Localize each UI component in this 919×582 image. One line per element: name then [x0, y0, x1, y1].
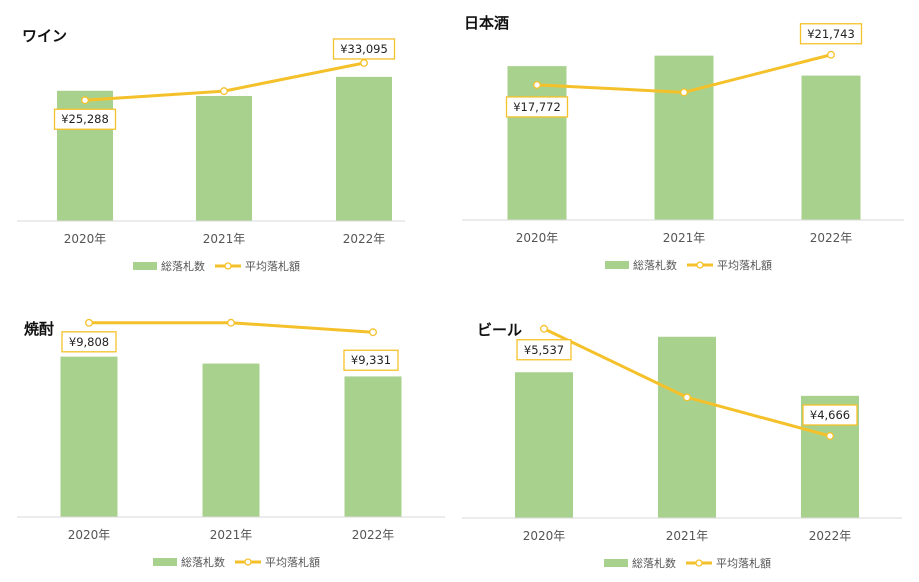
- legend-bar-label: 総落札数: [161, 259, 205, 273]
- legend-line-marker: [224, 262, 232, 270]
- x-tick-label: 2020年: [516, 231, 559, 245]
- line-point: [533, 80, 541, 89]
- beer-chart: ビール 2020年 2021年 2022年 ¥5,537 ¥4,666 総落札数 平均落札額: [462, 321, 902, 570]
- bar-2: [658, 336, 716, 518]
- data-label: ¥21,743: [807, 27, 855, 41]
- x-tick-label: 2020年: [68, 528, 111, 542]
- x-tick-label: 2022年: [343, 232, 386, 246]
- bar-3: [801, 75, 861, 220]
- line-point: [227, 318, 235, 327]
- sake-chart: 日本酒 2020年 2021年 2022年 ¥17,772 ¥21,743 総落札数 平均落札…: [462, 14, 904, 272]
- shochu-chart: 焼酎 2020年 2021年 2022年 ¥9,808 ¥9,331 総落札数 平均落札額: [17, 318, 445, 569]
- bar-3: [336, 76, 392, 221]
- chart-panel-shochu: 焼酎 2020年 2021年 2022年 ¥9,808 ¥9,331 総落札数 平均落札額: [0, 291, 460, 582]
- data-label-box: [516, 339, 572, 361]
- legend-bar-label: 総落札数: [181, 555, 225, 569]
- chart-title: 日本酒: [464, 14, 509, 32]
- x-tick-label: 2021年: [203, 232, 246, 246]
- bar-1: [515, 372, 573, 518]
- chart-title: ビール: [477, 321, 522, 339]
- data-label: ¥17,772: [513, 100, 561, 114]
- bar-1: [60, 356, 118, 517]
- data-label: ¥9,808: [69, 335, 109, 349]
- legend-bar-swatch: [605, 261, 629, 269]
- bar-1: [507, 66, 567, 220]
- legend-line-label: 平均落札額: [265, 556, 320, 569]
- legend-bar-label: 総落札数: [633, 258, 677, 272]
- legend-line-marker: [244, 558, 252, 566]
- x-tick-label: 2021年: [666, 529, 709, 543]
- legend-bar-swatch: [153, 558, 177, 566]
- line-point: [680, 88, 688, 97]
- x-tick-label: 2021年: [210, 528, 253, 542]
- legend-bar-swatch: [133, 262, 157, 270]
- line-point: [369, 328, 377, 337]
- data-label: ¥9,331: [351, 353, 391, 367]
- legend-line-marker: [696, 261, 704, 269]
- bar-3: [344, 376, 402, 517]
- chart-panel-beer: ビール 2020年 2021年 2022年 ¥5,537 ¥4,666 総落札数 平均落札額: [459, 291, 919, 582]
- line-point: [683, 393, 691, 402]
- line-point: [85, 318, 93, 327]
- data-label: ¥33,095: [340, 42, 388, 56]
- bar-2: [654, 55, 714, 221]
- wine-chart: ワイン 2020年 2021年 2022年 ¥25,288 ¥33,095 総落札数 平均落札…: [17, 27, 405, 273]
- x-tick-label: 2020年: [64, 232, 107, 246]
- data-label: ¥5,537: [524, 343, 564, 357]
- x-tick-label: 2022年: [809, 529, 852, 543]
- chart-title: ワイン: [22, 27, 67, 45]
- data-label-box: [332, 38, 396, 60]
- x-tick-label: 2022年: [810, 231, 853, 245]
- line-point: [81, 96, 89, 105]
- legend-bar-label: 総落札数: [632, 556, 676, 570]
- bar-2: [202, 363, 260, 517]
- chart-title: 焼酎: [24, 320, 54, 338]
- legend-line-label: 平均落札額: [716, 557, 771, 570]
- bar-2: [196, 95, 252, 221]
- data-label-box: [61, 331, 117, 353]
- data-label: ¥25,288: [61, 112, 109, 126]
- line-point: [826, 432, 834, 440]
- line-point: [360, 59, 368, 67]
- data-label: ¥4,666: [810, 408, 850, 422]
- chart-panel-wine: ワイン 2020年 2021年 2022年 ¥25,288 ¥33,095 総落札数 平均落札…: [0, 0, 460, 291]
- legend-line-marker: [695, 559, 703, 567]
- legend-line-label: 平均落札額: [717, 259, 772, 272]
- data-label-box: [53, 108, 117, 130]
- data-label-box: [802, 404, 858, 426]
- line-point: [827, 50, 835, 59]
- legend-line-label: 平均落札額: [245, 260, 300, 273]
- data-label-box: [799, 23, 863, 45]
- x-tick-label: 2022年: [352, 528, 395, 542]
- line-point: [540, 324, 548, 333]
- x-tick-label: 2021年: [663, 231, 706, 245]
- data-label-box: [343, 349, 399, 371]
- x-tick-label: 2020年: [523, 529, 566, 543]
- line-point: [220, 87, 228, 96]
- chart-panel-sake: 日本酒 2020年 2021年 2022年 ¥17,772 ¥21,743 総落札数 平均落札…: [459, 0, 919, 291]
- data-label-box: [505, 96, 569, 118]
- legend-bar-swatch: [604, 559, 628, 567]
